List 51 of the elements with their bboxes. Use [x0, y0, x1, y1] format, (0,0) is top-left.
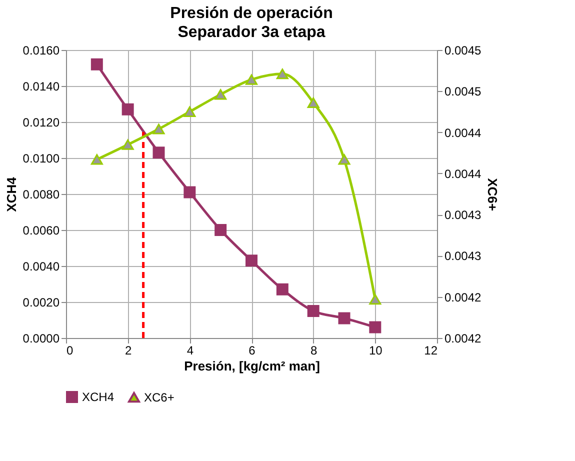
point — [152, 124, 165, 134]
y-tick-label: 0.0060 — [22, 224, 60, 238]
y2-tick-label: 0.0042 — [444, 290, 482, 304]
x-tick-label: 2 — [124, 344, 132, 358]
y2-tick-label: 0.0044 — [444, 126, 482, 140]
y2-tick-label: 0.0045 — [444, 84, 482, 99]
chart-title: Presión de operación — [170, 5, 333, 22]
y2-tick-label: 0.0042 — [444, 332, 482, 346]
point — [369, 321, 382, 334]
x-tick-label: 4 — [186, 344, 194, 358]
x-tick-label: 10 — [368, 344, 383, 358]
y2-tick-label: 0.0044 — [444, 166, 482, 181]
y-tick-label: 0.0000 — [22, 332, 60, 346]
y2-tick-label: 0.0043 — [444, 208, 482, 222]
y-tick-label: 0.0100 — [22, 152, 60, 166]
y2-tick-label: 0.0045 — [444, 44, 482, 58]
point — [276, 68, 288, 80]
x-axis-title: Presión, [kg/cm² man] — [184, 358, 320, 374]
point — [214, 224, 227, 236]
point — [338, 154, 350, 165]
point — [246, 254, 258, 267]
point — [369, 294, 382, 305]
y-tick-label: 0.0120 — [22, 116, 60, 130]
point — [307, 97, 320, 108]
point — [90, 58, 103, 70]
x-tick-label: 12 — [424, 344, 438, 358]
point — [246, 74, 258, 85]
y-tick-label: 0.0080 — [22, 188, 60, 202]
legend-label: XC6+ — [144, 390, 174, 404]
point — [184, 106, 196, 118]
point — [307, 305, 320, 317]
y-axis-title: XCH4 — [4, 176, 19, 212]
point — [90, 154, 103, 165]
y2-tick-label: 0.0043 — [444, 249, 482, 264]
legend-label: XCH4 — [82, 390, 114, 404]
point — [184, 186, 196, 198]
point — [122, 139, 134, 150]
y-tick-label: 0.0160 — [22, 44, 60, 58]
y-tick-label: 0.0140 — [22, 80, 60, 94]
y-tick-label: 0.0040 — [22, 260, 60, 274]
x-tick-label: 8 — [310, 344, 318, 358]
point — [122, 103, 134, 116]
x-tick-label: 0 — [66, 344, 74, 358]
point — [214, 89, 227, 100]
point — [338, 312, 350, 324]
chart-subtitle: Separador 3a etapa — [178, 24, 326, 41]
y-tick-label: 0.0020 — [22, 296, 60, 310]
point — [152, 146, 165, 159]
point — [276, 283, 288, 296]
y2-axis-title: XC6+ — [485, 178, 500, 212]
x-tick-label: 6 — [248, 344, 256, 358]
